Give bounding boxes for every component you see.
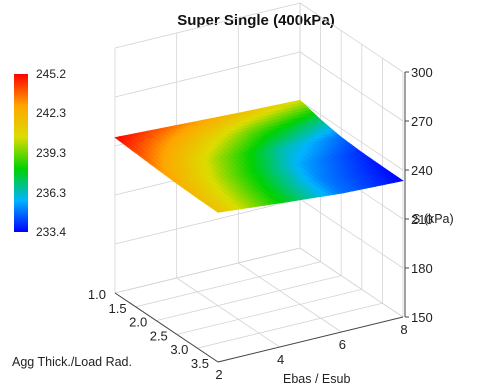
surface-cell	[214, 209, 224, 213]
axes: 1.01.52.02.53.03.5 2 4 6 8 150 180 210 240 270 300	[88, 65, 433, 382]
colorbar: 245.2 242.3 239.3 236.3 233.4	[14, 67, 66, 239]
y-axis-line	[217, 316, 404, 363]
surface	[114, 99, 404, 213]
wall-grid-line	[114, 198, 301, 245]
floor-grid-line	[197, 302, 383, 349]
x-tick-label: 2.5	[150, 328, 168, 343]
x-tick-label: 1.0	[88, 287, 106, 302]
wall-grid-line	[299, 247, 404, 318]
x-axis-line	[114, 292, 219, 363]
y-tick-label: 4	[277, 352, 284, 367]
y-tick-label: 2	[215, 367, 222, 382]
wall-grid-line	[299, 100, 404, 171]
colorbar-tick-label: 233.4	[36, 225, 66, 239]
floor-grid-line	[135, 261, 321, 308]
x-tick-label: 3.5	[191, 356, 209, 371]
wall-grid-line	[114, 51, 301, 98]
y-tick-label: 6	[339, 337, 346, 352]
y-axis-label: Ebas / Esub	[283, 372, 350, 386]
wall-grid-line	[299, 51, 404, 122]
z-tick-label: 300	[411, 65, 433, 80]
floor-grid-line	[176, 277, 280, 348]
x-tick-label: 3.0	[170, 342, 188, 357]
wall-grid-line	[114, 247, 301, 294]
x-tick-label: 2.0	[129, 315, 147, 330]
floor-grid-line	[238, 262, 342, 333]
y-tick-label: 8	[400, 322, 407, 337]
colorbar-tick-label: 245.2	[36, 67, 66, 81]
x-axis-label: Agg Thick./Load Rad.	[12, 355, 132, 369]
z-tick-label: 180	[411, 261, 433, 276]
z-tick-label: 240	[411, 163, 433, 178]
wall-grid-line	[299, 2, 404, 73]
z-tick-label: 150	[411, 310, 433, 325]
z-tick-label: 270	[411, 114, 433, 129]
floor-grid-line	[156, 275, 342, 321]
colorbar-tick-label: 236.3	[36, 186, 66, 200]
chart-title: Super Single (400kPa)	[177, 12, 335, 29]
wall-grid-line	[114, 2, 301, 49]
colorbar-tick-label: 242.3	[36, 106, 66, 120]
z-axis-label: S (kPa)	[412, 212, 454, 226]
colorbar-bar	[14, 74, 28, 232]
x-tick-label: 1.5	[109, 301, 127, 316]
wall-grid-line	[299, 198, 404, 269]
z-tick-label: 210	[411, 212, 433, 227]
colorbar-tick-label: 239.3	[36, 146, 66, 160]
floor-grid-line	[176, 289, 362, 335]
